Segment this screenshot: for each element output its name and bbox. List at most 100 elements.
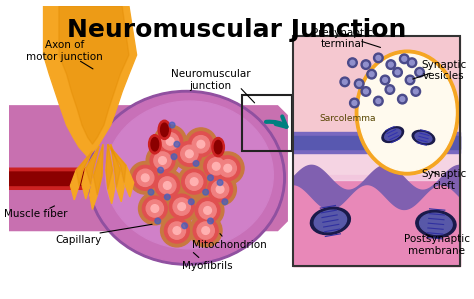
Circle shape — [178, 203, 185, 210]
Ellipse shape — [158, 120, 171, 139]
Circle shape — [380, 75, 390, 85]
Circle shape — [158, 129, 182, 154]
Ellipse shape — [88, 91, 285, 265]
Ellipse shape — [214, 141, 222, 154]
Circle shape — [212, 162, 220, 170]
Circle shape — [185, 173, 203, 190]
Circle shape — [173, 198, 191, 215]
Circle shape — [222, 199, 228, 205]
Circle shape — [174, 141, 180, 147]
Circle shape — [374, 96, 383, 106]
Circle shape — [191, 194, 224, 227]
Circle shape — [191, 178, 198, 185]
Circle shape — [215, 156, 240, 181]
Circle shape — [340, 77, 350, 87]
Circle shape — [413, 89, 418, 94]
Circle shape — [407, 58, 417, 68]
Polygon shape — [111, 144, 120, 187]
Text: Neuromuscular Junction: Neuromuscular Junction — [67, 18, 406, 42]
Circle shape — [410, 60, 414, 65]
Circle shape — [376, 99, 381, 103]
Circle shape — [154, 152, 171, 169]
Circle shape — [352, 100, 357, 105]
Circle shape — [173, 138, 206, 170]
Ellipse shape — [416, 210, 456, 237]
FancyBboxPatch shape — [8, 172, 259, 185]
Circle shape — [200, 150, 233, 183]
Circle shape — [411, 87, 420, 96]
Polygon shape — [111, 144, 124, 202]
Circle shape — [154, 125, 186, 158]
Ellipse shape — [310, 207, 350, 235]
Text: Presynaptic
terminal: Presynaptic terminal — [312, 28, 373, 50]
Circle shape — [376, 56, 381, 60]
Circle shape — [197, 222, 214, 239]
Circle shape — [158, 167, 164, 173]
Circle shape — [168, 222, 185, 239]
Ellipse shape — [212, 138, 224, 157]
Circle shape — [155, 173, 180, 198]
Ellipse shape — [148, 135, 161, 154]
Ellipse shape — [105, 101, 273, 249]
Circle shape — [197, 141, 205, 148]
Polygon shape — [108, 144, 134, 197]
Circle shape — [342, 80, 347, 84]
Circle shape — [211, 152, 244, 184]
Circle shape — [367, 69, 376, 79]
Circle shape — [129, 161, 162, 194]
Circle shape — [208, 177, 233, 202]
Circle shape — [224, 164, 232, 172]
Circle shape — [150, 148, 175, 173]
Circle shape — [177, 141, 202, 166]
Circle shape — [188, 199, 194, 205]
Circle shape — [357, 81, 362, 86]
Circle shape — [166, 138, 174, 145]
Circle shape — [190, 214, 222, 247]
Text: Sarcolemma: Sarcolemma — [320, 114, 376, 123]
Ellipse shape — [151, 138, 159, 151]
Text: Muscle fiber: Muscle fiber — [4, 209, 68, 219]
Circle shape — [203, 189, 209, 195]
Polygon shape — [76, 151, 92, 185]
Polygon shape — [86, 146, 99, 184]
Ellipse shape — [356, 50, 459, 175]
Circle shape — [361, 87, 371, 96]
Bar — [293, 135, 460, 149]
Ellipse shape — [161, 123, 168, 137]
Circle shape — [169, 194, 194, 219]
Circle shape — [204, 173, 237, 206]
Circle shape — [138, 192, 171, 225]
Circle shape — [361, 60, 371, 69]
Circle shape — [181, 145, 198, 162]
Circle shape — [402, 57, 407, 61]
Text: Mitochondrion: Mitochondrion — [192, 240, 267, 250]
Ellipse shape — [314, 210, 346, 232]
Ellipse shape — [412, 130, 435, 145]
Circle shape — [141, 174, 149, 181]
Circle shape — [164, 194, 170, 200]
Circle shape — [161, 214, 193, 247]
Circle shape — [395, 70, 400, 75]
Ellipse shape — [415, 132, 432, 143]
Circle shape — [398, 94, 407, 104]
Circle shape — [178, 165, 210, 198]
Circle shape — [383, 77, 387, 82]
Bar — [293, 153, 460, 180]
Circle shape — [142, 196, 167, 221]
Circle shape — [133, 165, 158, 190]
Polygon shape — [82, 146, 99, 199]
Circle shape — [219, 160, 237, 177]
Circle shape — [171, 154, 177, 160]
Bar — [242, 95, 292, 151]
Ellipse shape — [359, 54, 455, 171]
Circle shape — [193, 218, 218, 243]
Circle shape — [164, 181, 171, 189]
Polygon shape — [93, 144, 103, 195]
Circle shape — [185, 150, 193, 158]
Polygon shape — [106, 144, 115, 204]
Circle shape — [208, 175, 213, 181]
Circle shape — [159, 177, 176, 194]
Text: Synaptic
cleft: Synaptic cleft — [421, 169, 466, 190]
Ellipse shape — [385, 129, 401, 140]
Circle shape — [151, 169, 183, 202]
